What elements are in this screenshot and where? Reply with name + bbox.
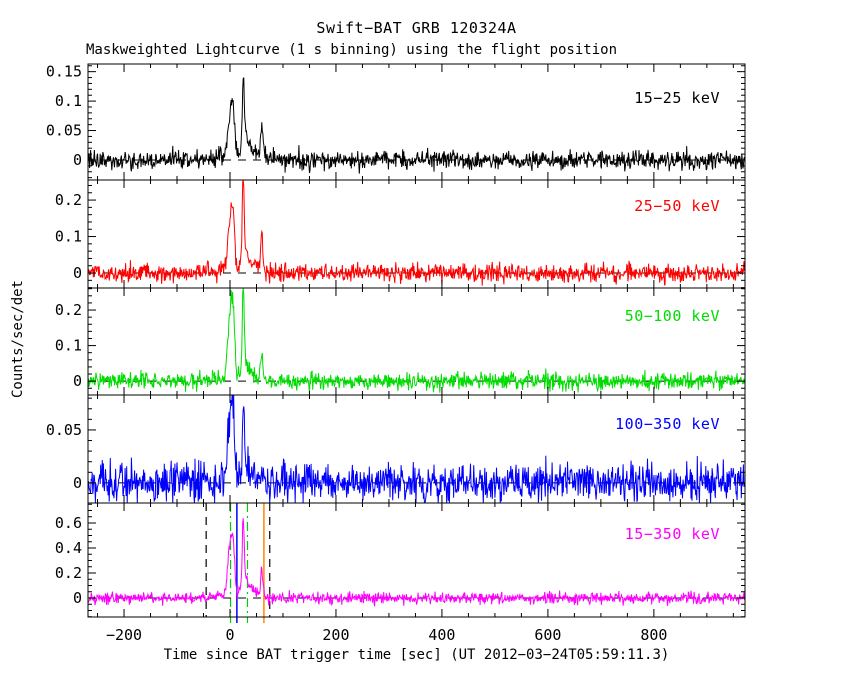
panel-frame [87,287,746,396]
y-tick-label: 0.6 [55,514,82,532]
series-2 [87,287,746,393]
x-tick-label: 800 [640,626,667,644]
y-tick-label: 0.1 [55,92,82,110]
series-3 [87,394,746,504]
panel-0 [87,63,746,181]
y-tick-label: 0.2 [55,564,82,582]
legend-15-25-kev: 15−25 keV [634,89,720,107]
x-tick-label: 0 [225,626,234,644]
x-tick-label: −200 [106,626,142,644]
y-tick-label: 0 [73,589,82,607]
y-tick-label: 0 [73,264,82,282]
y-tick-label: 0.2 [55,191,82,209]
x-tick-label: 600 [534,626,561,644]
y-axis-label: Counts/sec/det [10,280,26,399]
legend-25-50-kev: 25−50 keV [634,197,720,215]
y-tick-label: 0.4 [55,539,82,557]
panel-2 [87,287,746,396]
legend-50-100-kev: 50−100 keV [624,307,720,325]
x-tick-label: 400 [428,626,455,644]
y-tick-label: 0 [73,151,82,169]
y-tick-label: 0 [73,474,82,492]
y-tick-label: 0.2 [55,301,82,319]
x-axis-label: Time since BAT trigger time [sec] (UT 20… [163,647,670,663]
series-0 [87,77,746,174]
y-tick-label: 0.15 [46,63,82,81]
chart-subtitle: Maskweighted Lightcurve (1 s binning) us… [86,42,618,58]
y-tick-label: 0 [73,372,82,390]
y-tick-label: 0.05 [46,421,82,439]
legend-100-350-kev: 100−350 keV [615,415,720,433]
series-4 [87,518,745,607]
x-tick-label: 200 [322,626,349,644]
panel-4 [87,502,746,623]
y-tick-label: 0.1 [55,228,82,246]
chart-title: Swift−BAT GRB 120324A [316,19,517,37]
y-tick-label: 0.1 [55,337,82,355]
y-tick-label: 0.05 [46,122,82,140]
panel-1 [87,179,746,289]
series-1 [87,179,746,286]
legend-15-350-kev: 15−350 keV [624,525,720,543]
panel-3 [87,394,746,504]
